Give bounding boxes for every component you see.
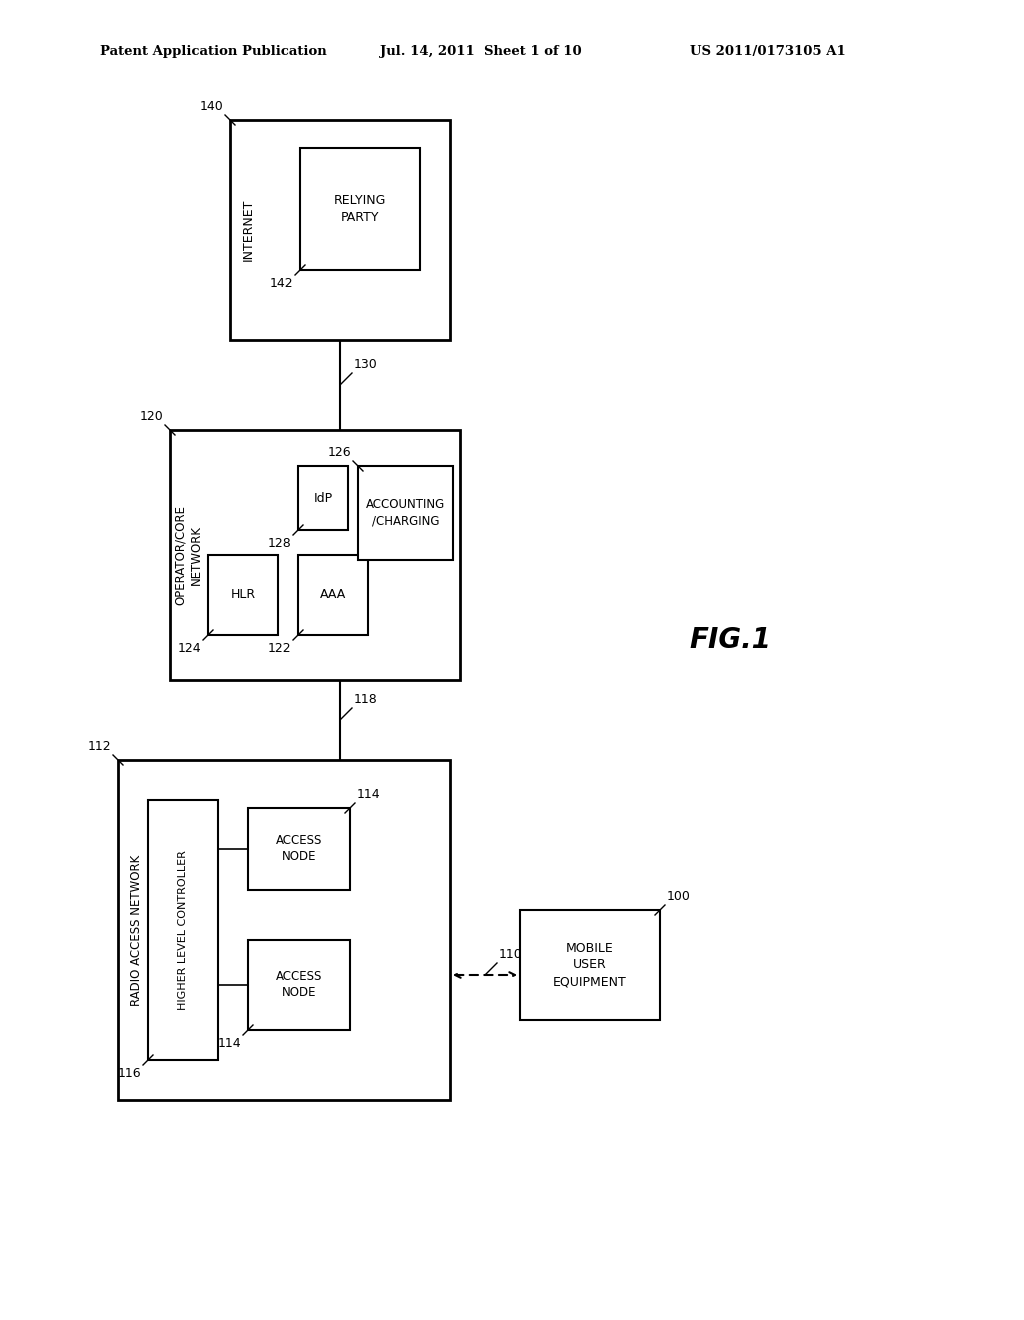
Text: 110: 110 [499,948,522,961]
Text: OPERATOR/CORE
NETWORK: OPERATOR/CORE NETWORK [173,506,203,605]
Bar [230,120,450,341]
Text: Patent Application Publication: Patent Application Publication [100,45,327,58]
Bar [520,909,660,1020]
Text: RADIO ACCESS NETWORK: RADIO ACCESS NETWORK [129,854,142,1006]
Bar [298,554,368,635]
Text: MOBILE
USER
EQUIPMENT: MOBILE USER EQUIPMENT [553,941,627,989]
Bar [248,808,350,890]
Text: RELYING
PARTY: RELYING PARTY [334,194,386,224]
Text: ACCESS
NODE: ACCESS NODE [275,834,323,863]
Text: 116: 116 [118,1067,141,1080]
Text: 140: 140 [200,100,223,114]
Bar [170,430,460,680]
Text: 122: 122 [267,642,291,655]
Bar [298,466,348,531]
Text: HLR: HLR [230,589,256,602]
Text: INTERNET: INTERNET [242,199,255,261]
Text: HIGHER LEVEL CONTROLLER: HIGHER LEVEL CONTROLLER [178,850,188,1010]
Text: 120: 120 [139,411,163,422]
Text: 112: 112 [87,741,111,752]
Text: 118: 118 [354,693,378,706]
Text: 142: 142 [269,277,293,290]
Text: 130: 130 [354,358,378,371]
Text: 100: 100 [667,890,691,903]
Bar [248,940,350,1030]
Text: 124: 124 [177,642,201,655]
Text: IdP: IdP [313,491,333,504]
Text: 114: 114 [217,1038,241,1049]
Text: FIG.1: FIG.1 [689,626,771,653]
Text: 114: 114 [357,788,381,801]
Bar [208,554,278,635]
Bar [300,148,420,271]
Text: ACCESS
NODE: ACCESS NODE [275,970,323,999]
Text: 126: 126 [328,446,351,459]
Bar [118,760,450,1100]
Text: ACCOUNTING
/CHARGING: ACCOUNTING /CHARGING [366,499,445,528]
Text: 128: 128 [267,537,291,550]
Text: Jul. 14, 2011  Sheet 1 of 10: Jul. 14, 2011 Sheet 1 of 10 [380,45,582,58]
Bar [358,466,453,560]
Text: US 2011/0173105 A1: US 2011/0173105 A1 [690,45,846,58]
Bar [148,800,218,1060]
Text: AAA: AAA [319,589,346,602]
